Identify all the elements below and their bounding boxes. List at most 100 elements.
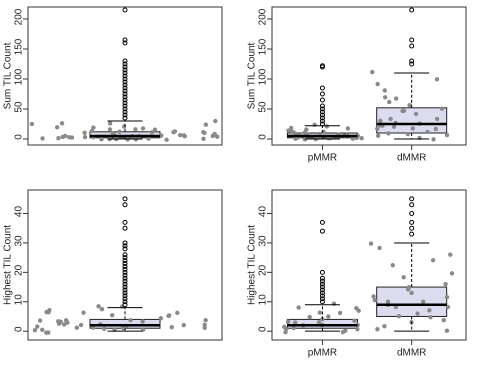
outlier (319, 293, 325, 299)
data-point (215, 134, 220, 139)
data-point (212, 131, 217, 137)
outlier (319, 275, 325, 281)
y-tick-label: 50 (258, 101, 269, 113)
data-point (56, 321, 62, 326)
data-point (101, 326, 107, 331)
data-point (375, 133, 381, 138)
outlier (409, 43, 415, 49)
data-point (448, 252, 453, 257)
data-point (396, 314, 402, 319)
data-point (393, 96, 399, 101)
outlier (319, 296, 325, 302)
data-point (425, 129, 430, 135)
data-point (434, 116, 440, 122)
data-point (91, 125, 96, 130)
data-point (386, 131, 391, 136)
outlier (122, 40, 128, 46)
data-point (387, 99, 392, 105)
data-point (410, 126, 416, 131)
data-point (177, 132, 183, 138)
data-point (159, 133, 164, 138)
data-point (434, 77, 440, 82)
outlier (122, 109, 128, 115)
outlier (122, 64, 128, 70)
data-point (355, 326, 360, 332)
outlier (122, 73, 128, 79)
outlier (122, 103, 128, 109)
data-point (337, 310, 343, 316)
outlier (319, 121, 325, 127)
y-tick-label: 0 (258, 326, 269, 332)
data-point (201, 129, 206, 135)
data-point (81, 310, 86, 315)
outlier (122, 287, 128, 293)
data-point (121, 124, 127, 129)
outlier (319, 106, 325, 112)
data-point (40, 327, 45, 333)
outlier (122, 299, 128, 305)
data-point (172, 129, 178, 134)
data-point (175, 310, 180, 316)
data-point (317, 310, 322, 315)
outlier (409, 219, 415, 225)
y-tick-label: 100 (14, 68, 25, 85)
data-point (293, 136, 298, 141)
data-point (345, 126, 351, 131)
outlier (122, 97, 128, 103)
outlier (409, 211, 415, 217)
outlier (122, 302, 128, 308)
outlier (122, 88, 128, 94)
data-point (430, 258, 436, 263)
outlier (122, 252, 128, 258)
outlier (319, 112, 325, 118)
outlier (122, 115, 128, 121)
data-point (59, 121, 65, 126)
data-point (390, 263, 395, 268)
outlier (319, 97, 325, 103)
y-tick-label: 10 (258, 294, 269, 306)
data-point (82, 130, 87, 136)
data-point (110, 130, 115, 136)
data-point (292, 320, 298, 325)
outlier (409, 202, 415, 208)
outlier (122, 290, 128, 296)
data-point (169, 325, 174, 330)
outlier (319, 64, 325, 70)
data-point (140, 126, 146, 131)
outlier (319, 115, 325, 121)
data-point (372, 297, 377, 303)
data-point (375, 326, 380, 332)
data-point (382, 88, 387, 93)
data-point (370, 69, 375, 75)
outlier (409, 37, 415, 43)
outlier (319, 103, 325, 109)
data-point (401, 275, 406, 280)
data-point (388, 116, 393, 122)
data-point (331, 301, 337, 306)
data-point (444, 328, 450, 333)
outlier (122, 91, 128, 97)
outlier (122, 266, 128, 272)
data-point (391, 124, 397, 129)
outlier (122, 82, 128, 88)
data-point (304, 127, 309, 132)
y-tick-label: 30 (258, 235, 269, 247)
x-tick-label: pMMR (308, 348, 337, 359)
y-tick-label: 20 (258, 264, 269, 276)
data-point (63, 133, 68, 139)
data-point (96, 304, 101, 309)
data-point (164, 137, 169, 142)
data-point (413, 111, 419, 117)
data-point (133, 127, 138, 132)
outlier (122, 79, 128, 85)
data-point (406, 285, 412, 290)
outlier (122, 284, 128, 290)
data-point (107, 121, 113, 126)
data-point (35, 324, 40, 329)
data-point (40, 136, 45, 141)
data-point (140, 327, 146, 332)
outlier (122, 269, 128, 275)
data-point (377, 245, 382, 251)
outlier (122, 196, 128, 202)
